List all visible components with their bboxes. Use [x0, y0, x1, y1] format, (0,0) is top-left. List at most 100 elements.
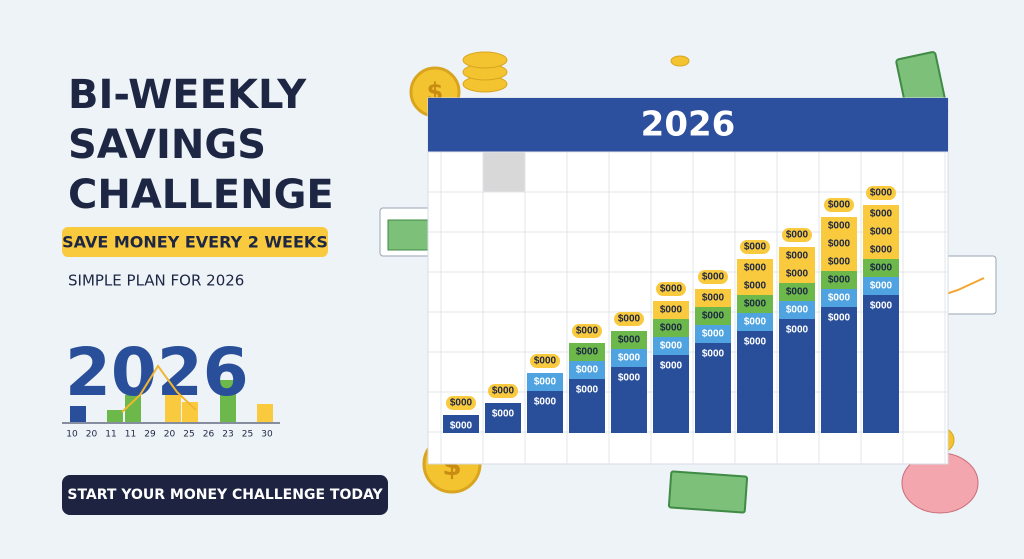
bar-segment: [737, 277, 773, 295]
bar-segment: [443, 415, 479, 433]
bar-segment: [737, 259, 773, 277]
year-graphic: 2026: [65, 334, 249, 411]
bar-segment: [737, 295, 773, 313]
bar-segment: [863, 295, 899, 433]
mini-axis-labels: 10 20 11 11 29 20 25 26 23 25 30: [66, 430, 273, 440]
mini-axis-label: 11: [105, 430, 116, 440]
mini-axis-label: 20: [86, 430, 98, 440]
mini-axis-label: 11: [125, 430, 136, 440]
bar-segment: [611, 367, 647, 433]
amount-label: $000: [828, 239, 851, 250]
cta[interactable]: START YOUR MONEY CHALLENGE TODAY: [67, 487, 383, 503]
amount-label: $000: [450, 421, 473, 432]
amount-label: $000: [702, 272, 725, 283]
coin: [670, 55, 690, 67]
bar-segment: [611, 331, 647, 349]
amount-pill: [488, 384, 518, 398]
mini-axis-label: 20: [164, 430, 176, 440]
amount-pill: [572, 324, 602, 338]
amount-label: $000: [870, 245, 893, 256]
amount-label: $000: [702, 329, 725, 340]
bar-segment: [653, 319, 689, 337]
bar-segment: [695, 307, 731, 325]
mini-bar: [220, 380, 236, 422]
bar-segment: [821, 271, 857, 289]
bar-segment: [863, 223, 899, 241]
title-line: SAVINGS: [68, 122, 266, 168]
bar-segment: [653, 301, 689, 319]
mini-axis-label: 26: [203, 430, 215, 440]
amount-label: $000: [828, 200, 851, 211]
bar-segment: [863, 277, 899, 295]
amount-pill: [530, 354, 560, 368]
title-line: CHALLENGE: [68, 172, 334, 218]
bar-segment: [779, 301, 815, 319]
badge-bg: [62, 227, 328, 257]
amount-label: $000: [744, 337, 767, 348]
mini-bar: [165, 388, 181, 422]
mini-bar: [125, 395, 141, 422]
amount-label: $000: [492, 409, 515, 420]
amount-label: $000: [744, 317, 767, 328]
amount-label: $000: [576, 326, 599, 337]
bar-segment: [737, 313, 773, 331]
amount-label: $000: [870, 263, 893, 274]
amount-pill: [740, 240, 770, 254]
amount-label: $000: [618, 353, 641, 364]
bar-segment: [611, 349, 647, 367]
amount-label: $000: [744, 263, 767, 274]
amount-label: $000: [660, 284, 683, 295]
cta-button[interactable]: [62, 475, 388, 515]
mini-axis-label: 25: [242, 430, 253, 440]
mini-axis-label: 30: [261, 430, 273, 440]
bar-segment: [779, 283, 815, 301]
amount-label: $000: [534, 377, 557, 388]
amount-label: $000: [744, 281, 767, 292]
amount-label: $000: [660, 323, 683, 334]
bar-segment: [569, 343, 605, 361]
amount-label: $000: [828, 257, 851, 268]
bar-segment: [821, 289, 857, 307]
mini-bar: [107, 410, 123, 422]
mini-bar: [70, 406, 86, 422]
amount-label: $000: [492, 386, 515, 397]
amount-label: $000: [660, 305, 683, 316]
bar-segment: [779, 247, 815, 265]
amount-label: $000: [828, 221, 851, 232]
amount-label: $000: [870, 227, 893, 238]
bar-segment: [863, 259, 899, 277]
amount-label: $000: [576, 365, 599, 376]
amount-label: $000: [702, 311, 725, 322]
amount-label: $000: [576, 347, 599, 358]
amount-pill: [656, 282, 686, 296]
bar-segment: [695, 289, 731, 307]
calendar-header: [428, 98, 948, 152]
amount-label: $000: [870, 301, 893, 312]
bar-segment: [821, 217, 857, 235]
amount-label: $000: [870, 209, 893, 220]
mini-axis-label: 29: [144, 430, 156, 440]
amount-label: $000: [660, 361, 683, 372]
amount-pill: [782, 228, 812, 242]
amount-label: $000: [576, 385, 599, 396]
mini-axis-label: 23: [222, 430, 233, 440]
amount-label: $000: [828, 293, 851, 304]
bar-segment: [695, 325, 731, 343]
mini-axis-label: 10: [66, 430, 78, 440]
calendar-year: 2026: [641, 105, 736, 145]
amount-label: $000: [660, 341, 683, 352]
bar-segment: [821, 235, 857, 253]
bar-segment: [569, 379, 605, 433]
amount-label: $000: [702, 293, 725, 304]
mini-bar: [257, 404, 273, 422]
title-line: BI-WEEKLY: [68, 72, 307, 118]
subtitle: SIMPLE PLAN FOR 2026: [68, 272, 244, 290]
mini-chart: 2026 10 20 11 11 29 20 25 26 23 25 30: [62, 334, 280, 440]
bar-segment: [737, 331, 773, 433]
amount-label: $000: [618, 373, 641, 384]
amount-pill: [446, 396, 476, 410]
amount-label: $000: [870, 281, 893, 292]
coin-stack: [462, 51, 508, 69]
amount-label: $000: [744, 242, 767, 253]
